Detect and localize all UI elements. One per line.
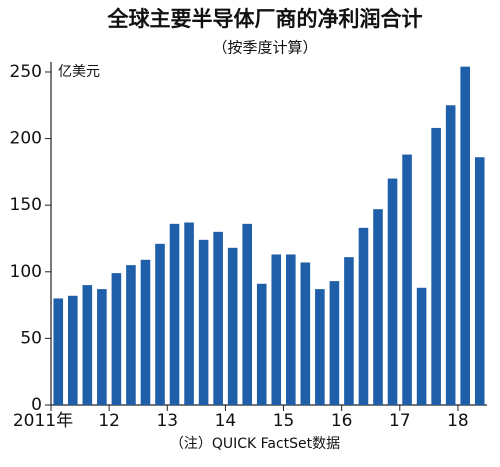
bar: [82, 285, 93, 405]
bar: [460, 66, 470, 405]
bar: [358, 227, 369, 405]
bar: [344, 257, 354, 405]
bar: [256, 283, 267, 405]
bar: [140, 259, 151, 405]
x-tick-label: 14: [215, 411, 237, 431]
bar: [155, 243, 165, 405]
y-tick-label: 0: [31, 395, 42, 415]
bar: [315, 289, 325, 405]
bar: [227, 247, 238, 405]
y-tick-label: 100: [10, 262, 42, 282]
bar: [242, 223, 252, 405]
x-tick-label: 16: [331, 411, 353, 431]
chart-subtitle: （按季度计算）: [212, 39, 317, 57]
y-tick-label: 250: [10, 62, 42, 82]
bar: [169, 223, 180, 405]
bar: [431, 127, 441, 405]
bar: [53, 298, 64, 405]
chart-title: 全球主要半导体厂商的净利润合计: [107, 7, 423, 31]
y-tick-label: 200: [10, 129, 42, 149]
bar: [286, 254, 296, 405]
x-tick-label: 17: [389, 411, 411, 431]
x-tick-label: 2011年: [13, 411, 73, 431]
bar: [213, 231, 223, 405]
bar: [445, 105, 456, 406]
bar: [111, 273, 122, 405]
bar: [329, 281, 340, 405]
y-tick-label: 50: [20, 328, 42, 348]
bar: [126, 265, 136, 405]
bar: [373, 209, 383, 405]
bar: [68, 295, 78, 405]
x-tick-label: 12: [98, 411, 120, 431]
bar: [300, 262, 311, 405]
bar: [198, 239, 209, 405]
y-axis-label: 亿美元: [58, 64, 100, 80]
note: （注）QUICK FactSet数据: [170, 436, 340, 452]
bar: [402, 154, 412, 405]
bar: [474, 157, 485, 405]
bar: [387, 178, 398, 405]
bar: [184, 222, 194, 405]
bar: [97, 289, 107, 405]
bar: [271, 254, 282, 405]
bar: [416, 287, 427, 405]
x-tick-label: 15: [273, 411, 295, 431]
y-tick-label: 150: [10, 195, 42, 215]
x-tick-label: 18: [447, 411, 469, 431]
x-tick-label: 13: [156, 411, 178, 431]
